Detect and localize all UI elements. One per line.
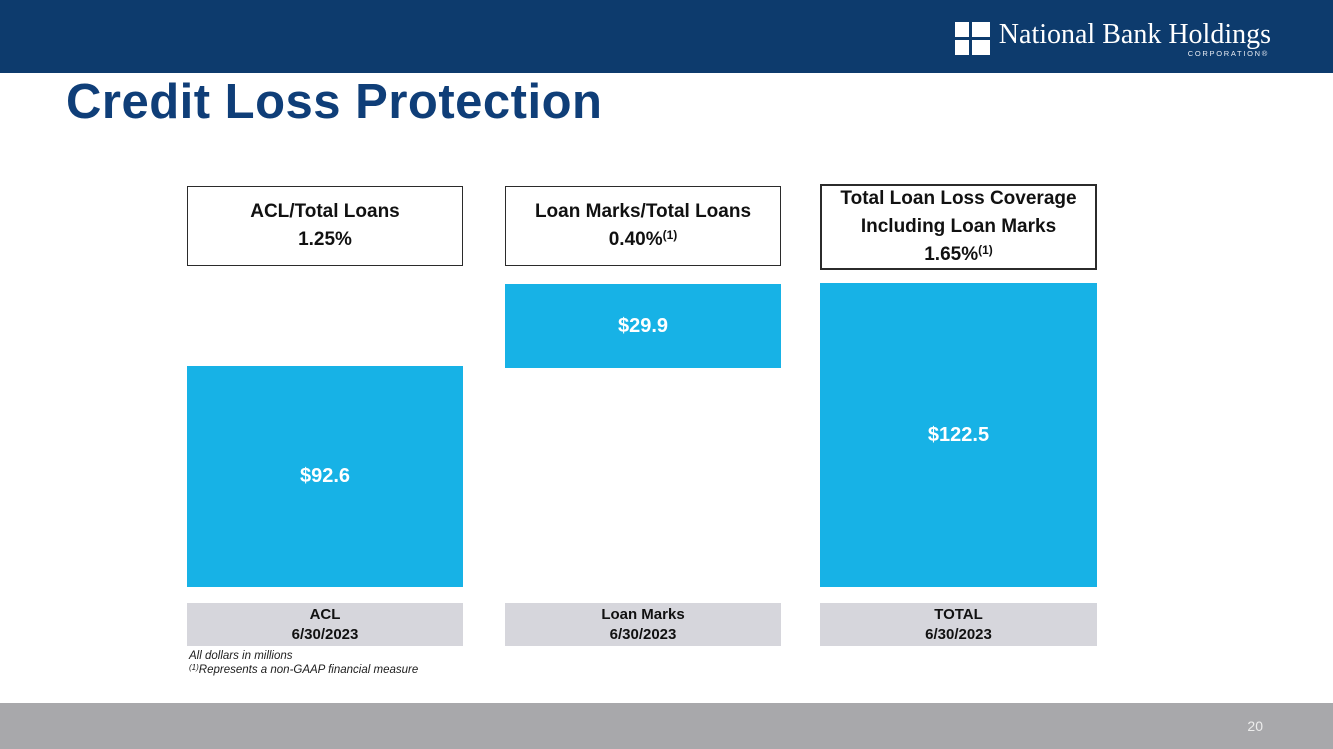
- grid-square: [971, 22, 990, 37]
- bar-value-acl: $92.6: [299, 465, 351, 487]
- axis-label-title: Loan Marks: [601, 605, 685, 623]
- page-number: 20: [1247, 718, 1263, 734]
- footnotes: All dollars in millions (1)Represents a …: [189, 649, 418, 678]
- axis-label-date: 6/30/2023: [925, 625, 992, 643]
- ratio-box-line: Total Loan Loss Coverage: [840, 187, 1077, 209]
- bar-value-loan-marks: $29.9: [617, 314, 669, 337]
- axis-label-loan-marks: Loan Marks 6/30/2023: [505, 603, 781, 646]
- chart-column-loan-marks: Loan Marks/Total Loans 0.40%(1) $29.9 Lo…: [505, 0, 781, 749]
- axis-label-title: ACL: [309, 605, 341, 623]
- chart-column-total: Total Loan Loss Coverage Including Loan …: [820, 0, 1097, 749]
- nbh-logo: National Bank Holdings CORPORATION®: [954, 19, 1271, 58]
- footnote-marker: (1): [662, 227, 678, 242]
- slide-title: Credit Loss Protection: [66, 75, 603, 129]
- footnote-marker: (1): [978, 242, 993, 257]
- logo-text: National Bank Holdings CORPORATION®: [999, 19, 1271, 58]
- footnote-units: All dollars in millions: [189, 650, 293, 662]
- axis-label-total: TOTAL 6/30/2023: [820, 603, 1097, 646]
- axis-label-acl: ACL 6/30/2023: [187, 603, 463, 646]
- footnote-marker: (1): [189, 663, 199, 672]
- axis-label-title: TOTAL: [934, 605, 983, 623]
- grid-square: [971, 40, 990, 55]
- bar-loan-marks: $29.9: [505, 284, 781, 368]
- logo-name: National Bank Holdings: [998, 19, 1271, 50]
- chart-column-acl: ACL/Total Loans 1.25% $92.6 ACL 6/30/202…: [187, 0, 463, 749]
- footer-bar: 20: [0, 703, 1333, 749]
- grid-square: [954, 40, 969, 55]
- ratio-box-acl: ACL/Total Loans 1.25%: [187, 186, 463, 266]
- ratio-box-line: ACL/Total Loans: [250, 200, 400, 222]
- ratio-box-value: 1.25%: [298, 228, 352, 250]
- top-banner: National Bank Holdings CORPORATION®: [0, 0, 1333, 73]
- ratio-box-loan-marks: Loan Marks/Total Loans 0.40%(1): [505, 186, 781, 266]
- grid-square: [954, 22, 969, 37]
- ratio-box-total: Total Loan Loss Coverage Including Loan …: [820, 184, 1097, 270]
- ratio-box-value: 0.40%(1): [608, 227, 678, 250]
- bar-value-total: $122.5: [927, 423, 990, 446]
- axis-label-date: 6/30/2023: [291, 625, 359, 643]
- axis-label-date: 6/30/2023: [609, 625, 677, 643]
- ratio-box-line: Including Loan Marks: [860, 215, 1057, 237]
- footnote-non-gaap: (1)Represents a non-GAAP financial measu…: [189, 663, 419, 676]
- logo-subtitle: CORPORATION®: [1187, 49, 1269, 58]
- bar-total: $122.5: [820, 283, 1097, 587]
- bar-acl: $92.6: [187, 366, 463, 587]
- ratio-box-line: Loan Marks/Total Loans: [534, 200, 752, 222]
- ratio-box-value: 1.65%(1): [924, 242, 993, 265]
- window-grid-icon: [954, 22, 990, 55]
